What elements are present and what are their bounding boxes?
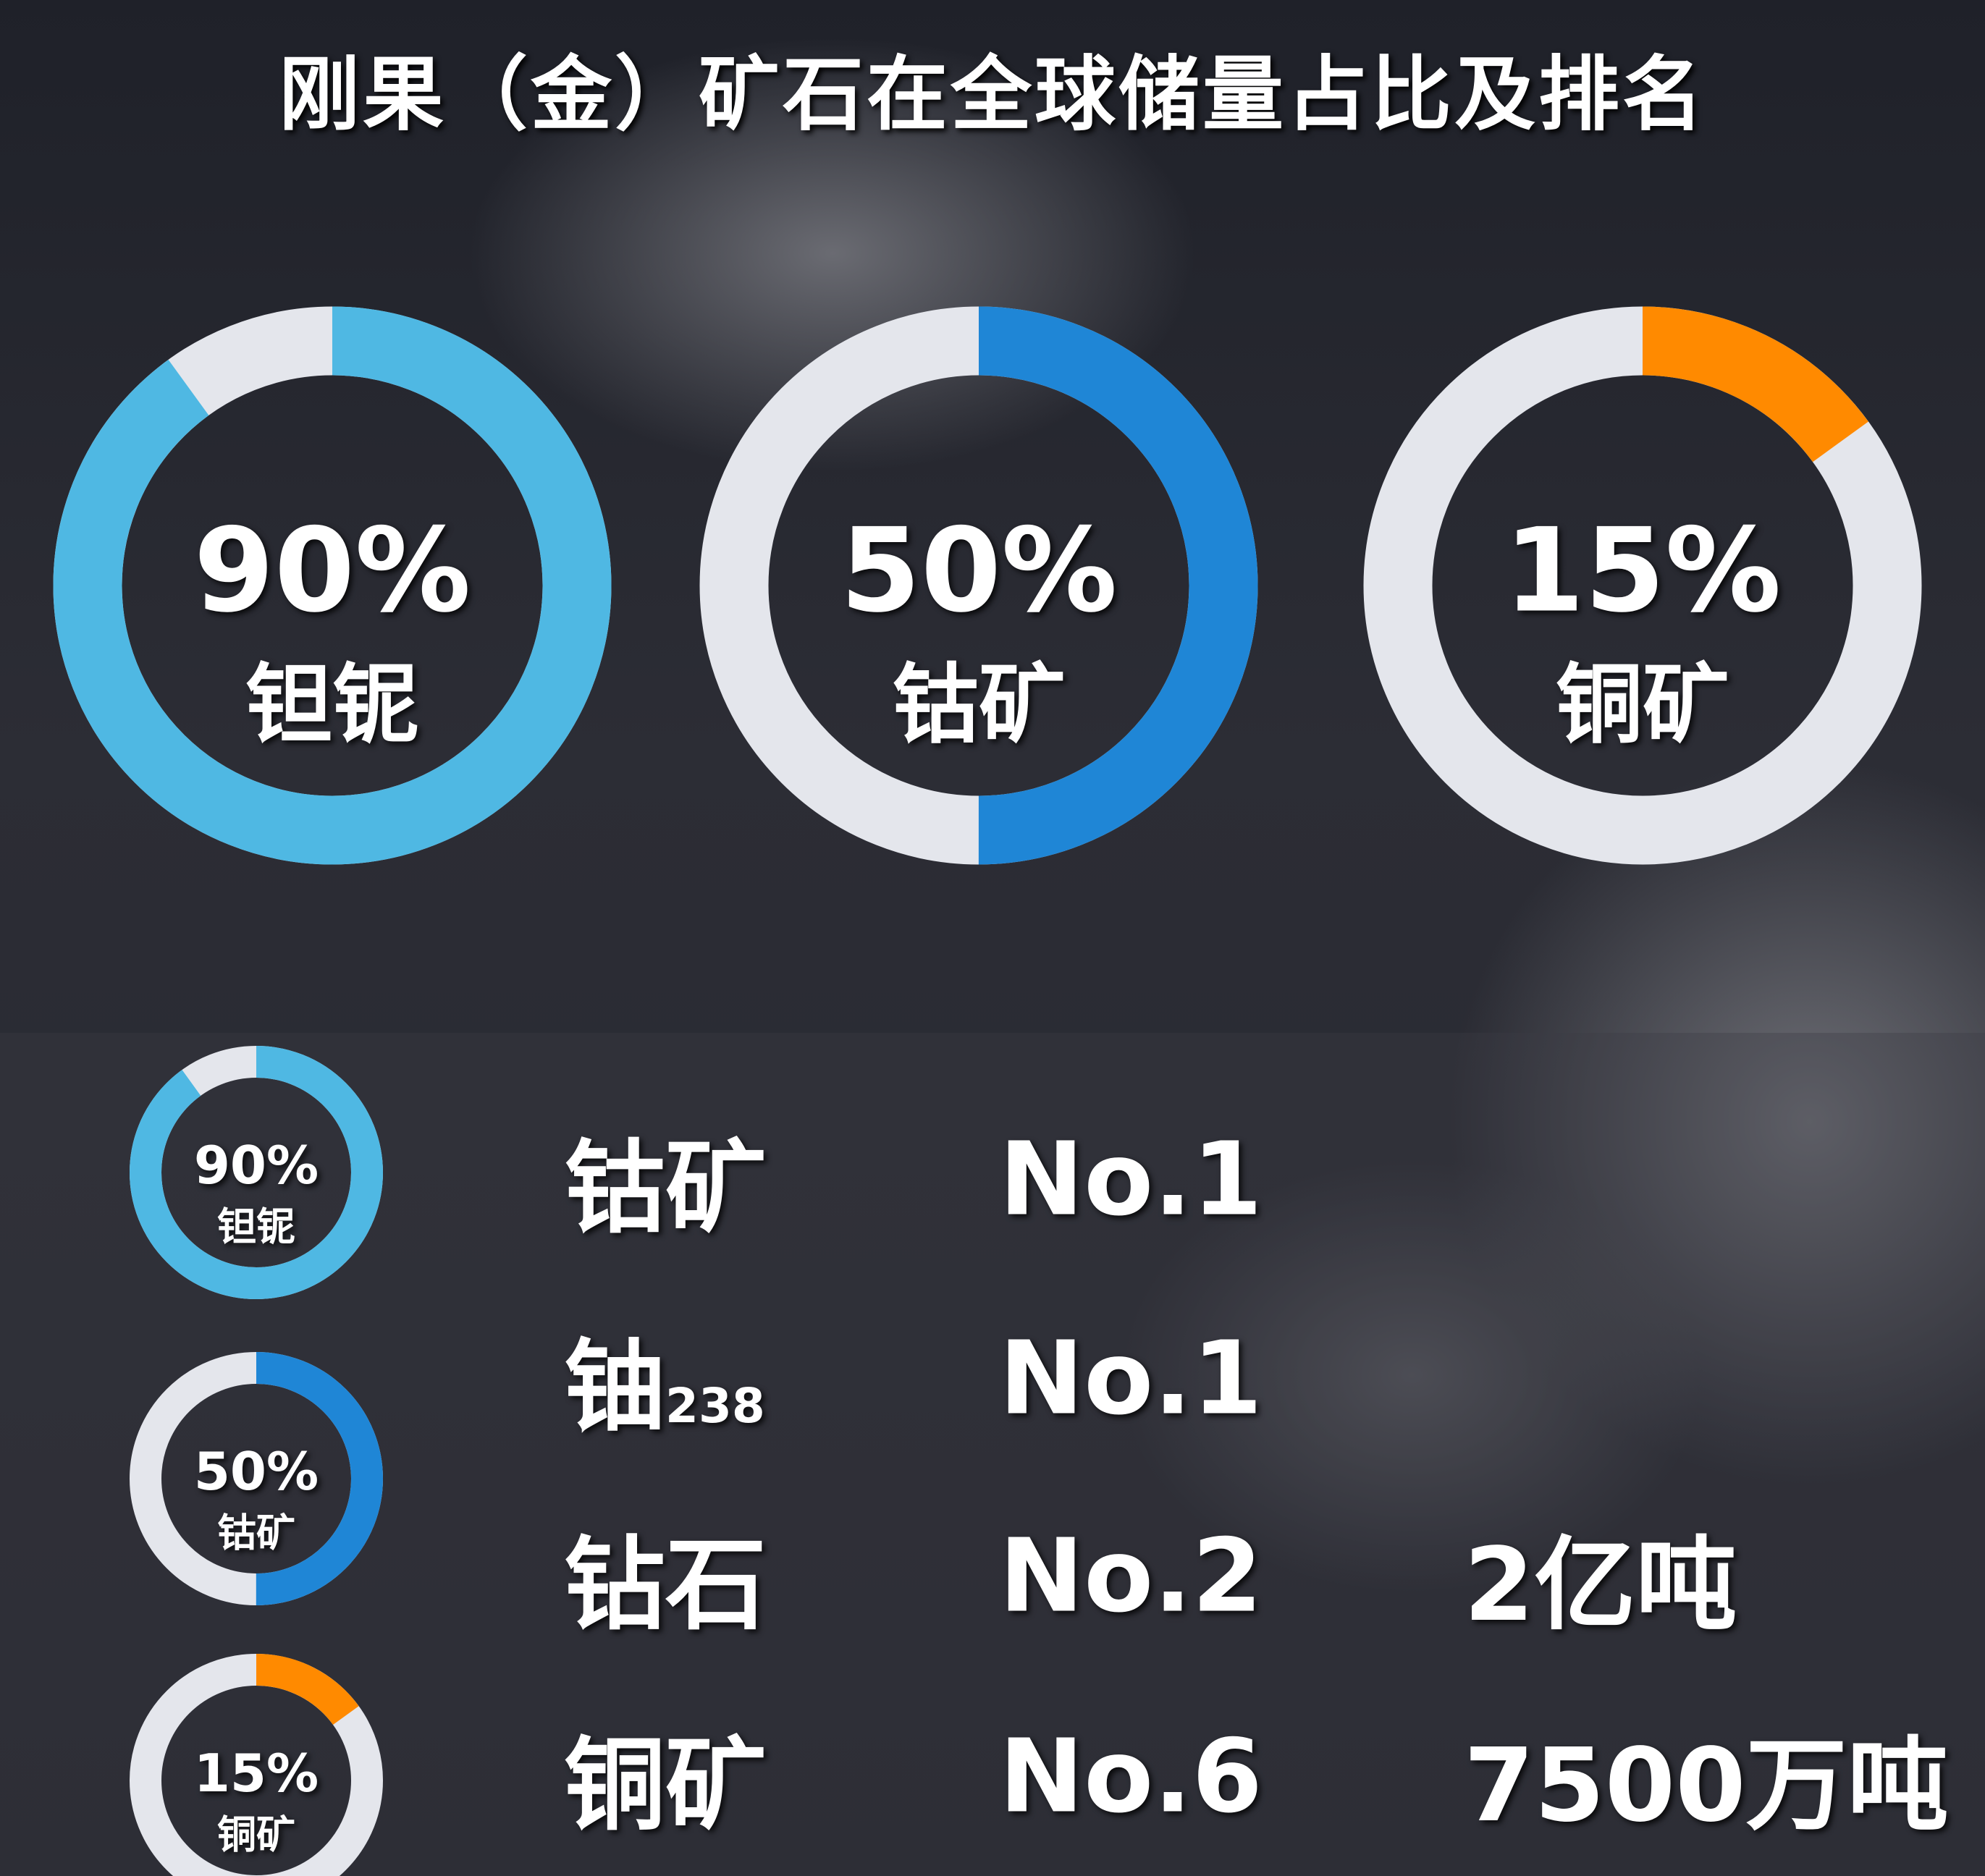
- ranking-name: 钻石: [564, 1526, 767, 1644]
- donut-value-cobalt: 50%: [840, 502, 1118, 638]
- donut-label-cobalt: 钴矿: [892, 655, 1066, 756]
- isotope-number: 238: [665, 1378, 765, 1434]
- small-donut-value-copper: 15%: [193, 1743, 319, 1804]
- ranking-rank: No.1: [999, 1120, 1263, 1239]
- small-donut-0-arc: [130, 1046, 383, 1299]
- ranking-name: 铀238: [564, 1329, 765, 1447]
- small-donut-value-tantalum: 90%: [193, 1135, 319, 1196]
- small-donut-label-copper: 铜矿: [217, 1812, 295, 1858]
- ranking-rank: No.6: [999, 1717, 1263, 1836]
- donut-value-copper: 15%: [1504, 502, 1782, 638]
- small-donut-label-tantalum: 钽铌: [217, 1204, 295, 1250]
- donut-0-arc: [53, 306, 612, 865]
- small-donut-label-cobalt: 钴矿: [217, 1510, 295, 1556]
- bottom-panel: [0, 1033, 1985, 1876]
- ranking-amount: 7500万吨: [1464, 1727, 1949, 1845]
- small-donut-value-cobalt: 50%: [193, 1441, 319, 1502]
- page-title: 刚果（金）矿石在全球储量占比及排名: [279, 48, 1706, 142]
- ranking-rank: No.1: [999, 1319, 1263, 1438]
- ranking-name: 钴矿: [564, 1130, 767, 1248]
- small-donut-1-arc: [130, 1352, 383, 1605]
- ranking-amount: 2亿吨: [1464, 1526, 1737, 1644]
- donut-label-tantalum: 钽铌: [245, 655, 419, 756]
- donut-1-arc: [699, 306, 1258, 865]
- ranking-name: 铜矿: [564, 1727, 767, 1845]
- small-donut-2-arc: [130, 1654, 383, 1876]
- donut-label-copper: 铜矿: [1556, 655, 1729, 756]
- ranking-rank: No.2: [999, 1517, 1263, 1636]
- donut-value-tantalum: 90%: [193, 502, 471, 638]
- donut-2-arc: [1363, 306, 1922, 865]
